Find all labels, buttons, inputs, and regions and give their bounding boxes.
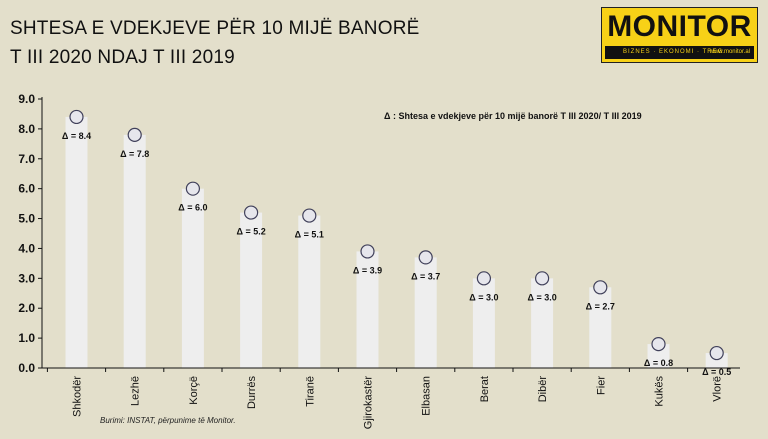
monitor-logo: MONITOR BIZNES · EKONOMI · TREG www.moni… [601, 7, 758, 63]
bar-3 [181, 188, 204, 368]
bar-7 [414, 257, 437, 368]
bar-4 [240, 212, 263, 368]
y-tick-label: 7.0 [18, 152, 35, 166]
data-point-7 [418, 250, 433, 265]
data-point-3 [185, 181, 200, 196]
data-point-1 [69, 109, 84, 125]
y-tick-label: 8.0 [18, 122, 35, 136]
category-label-7: Elbasan [421, 376, 433, 416]
bar-8 [472, 278, 495, 368]
category-label-10: Fier [595, 376, 607, 395]
category-label-11: Kukës [654, 376, 666, 407]
chart-title-line-2: T III 2020 NDAJ T III 2019 [10, 47, 235, 68]
logo-site: www.monitor.al [709, 49, 750, 55]
y-tick-label: 1.0 [18, 331, 35, 345]
y-tick-label: 2.0 [18, 301, 35, 315]
category-label-3: Korçë [188, 376, 200, 405]
data-label-10: Δ = 2.7 [586, 301, 615, 311]
category-label-8: Berat [479, 376, 491, 402]
data-label-2: Δ = 7.8 [120, 149, 149, 159]
data-point-8 [476, 271, 491, 286]
data-label-7: Δ = 3.7 [411, 271, 440, 281]
logo-strip: BIZNES · EKONOMI · TREG www.monitor.al [605, 46, 754, 59]
data-point-5 [302, 208, 317, 223]
bar-1 [65, 116, 88, 368]
data-label-11: Δ = 0.8 [644, 358, 673, 368]
bar-2 [123, 134, 146, 368]
y-tick-label: 5.0 [18, 212, 35, 226]
bar-9 [531, 278, 554, 368]
bar-5 [298, 215, 321, 368]
category-label-1: Shkodër [72, 376, 84, 417]
y-tick-label: 9.0 [18, 92, 35, 106]
chart-title-line-1: SHTESA E VDEKJEVE PËR 10 MIJË BANORË [10, 18, 420, 39]
y-tick-label: 4.0 [18, 241, 35, 255]
category-label-2: Lezhë [130, 376, 142, 406]
data-point-4 [244, 205, 259, 220]
data-point-9 [534, 271, 550, 286]
data-label-4: Δ = 5.2 [236, 227, 265, 237]
data-point-6 [360, 244, 375, 259]
data-point-10 [593, 280, 608, 295]
category-label-5: Tiranë [304, 376, 316, 407]
data-point-11 [651, 336, 666, 352]
y-tick-label: 6.0 [18, 182, 35, 196]
data-label-5: Δ = 5.1 [295, 230, 324, 240]
data-label-8: Δ = 3.0 [469, 292, 498, 302]
category-label-9: Dibër [537, 376, 549, 403]
logo-name: MONITOR [607, 10, 752, 43]
bar-11 [647, 344, 670, 368]
bar-6 [356, 251, 379, 368]
data-label-1: Δ = 8.4 [62, 131, 91, 141]
data-label-12: Δ = 0.5 [702, 367, 731, 377]
category-label-4: Durrës [246, 376, 258, 410]
data-label-3: Δ = 6.0 [178, 203, 207, 213]
data-label-6: Δ = 3.9 [353, 265, 382, 275]
y-tick-label: 0.0 [18, 361, 35, 375]
bar-10 [589, 287, 612, 368]
category-label-12: Vlorë [712, 376, 724, 402]
data-point-12 [709, 345, 724, 361]
category-label-6: Gjirokastër [363, 376, 375, 430]
chart-title: SHTESA E VDEKJEVE PËR 10 MIJË BANORË T I… [10, 14, 420, 72]
data-point-2 [127, 127, 142, 142]
y-tick-label: 3.0 [18, 271, 35, 285]
data-label-9: Δ = 3.0 [527, 292, 556, 302]
logo-tagline: BIZNES · EKONOMI · TREG [623, 49, 724, 55]
source-note: Burimi: INSTAT, përpunime të Monitor. [100, 416, 236, 425]
annotation-text: Δ : Shtesa e vdekjeve për 10 mijë banorë… [384, 111, 642, 121]
